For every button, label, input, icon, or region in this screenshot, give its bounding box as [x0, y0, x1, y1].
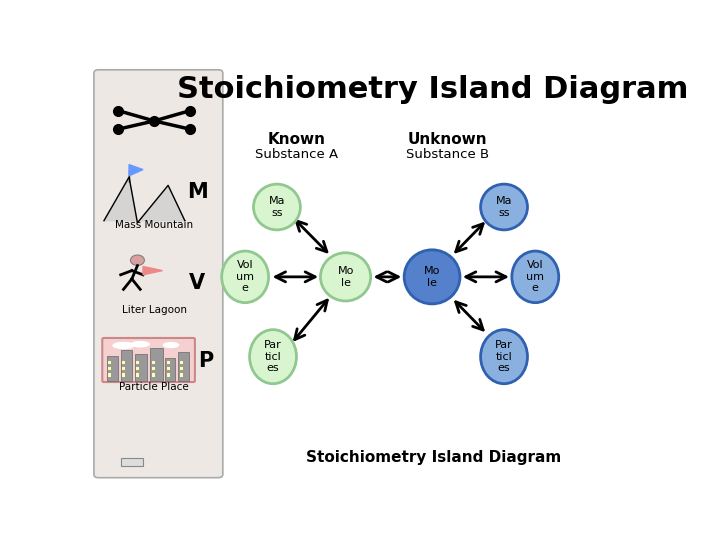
Bar: [122, 361, 125, 364]
Bar: [166, 358, 176, 381]
Bar: [109, 361, 111, 364]
Text: Unknown: Unknown: [408, 132, 487, 147]
Text: V: V: [189, 273, 205, 293]
Ellipse shape: [320, 253, 371, 301]
Bar: [152, 367, 155, 370]
Bar: [121, 458, 143, 466]
Bar: [180, 373, 183, 377]
Bar: [167, 361, 170, 364]
Bar: [152, 373, 155, 377]
Bar: [136, 367, 139, 370]
Ellipse shape: [222, 251, 269, 302]
Bar: [135, 354, 147, 381]
Ellipse shape: [250, 329, 297, 384]
Bar: [178, 352, 189, 381]
Bar: [136, 373, 139, 377]
Ellipse shape: [404, 250, 460, 304]
Text: Stoichiometry Island Diagram: Stoichiometry Island Diagram: [305, 450, 561, 465]
Ellipse shape: [481, 329, 528, 384]
Bar: [180, 367, 183, 370]
Ellipse shape: [253, 184, 300, 230]
Polygon shape: [104, 177, 185, 223]
Text: Par
ticl
es: Par ticl es: [264, 340, 282, 373]
Text: Stoichiometry Island Diagram: Stoichiometry Island Diagram: [178, 75, 689, 104]
Bar: [167, 367, 170, 370]
Bar: [136, 361, 139, 364]
Bar: [180, 361, 183, 364]
Text: Par
ticl
es: Par ticl es: [495, 340, 513, 373]
Text: Ma
ss: Ma ss: [269, 196, 285, 218]
FancyBboxPatch shape: [102, 338, 195, 382]
Bar: [150, 348, 163, 381]
Ellipse shape: [512, 251, 559, 302]
Polygon shape: [129, 165, 143, 176]
Bar: [167, 373, 170, 377]
Ellipse shape: [163, 342, 179, 348]
Text: Particle Place: Particle Place: [120, 382, 189, 392]
Bar: [109, 367, 111, 370]
Bar: [107, 356, 118, 381]
Polygon shape: [143, 266, 163, 275]
Text: Ma
ss: Ma ss: [496, 196, 513, 218]
Text: Vol
um
e: Vol um e: [526, 260, 544, 293]
Text: Substance B: Substance B: [405, 148, 489, 161]
Text: Substance A: Substance A: [255, 148, 338, 161]
Text: Liter Lagoon: Liter Lagoon: [122, 305, 186, 315]
Text: Mo
le: Mo le: [338, 266, 354, 288]
Ellipse shape: [130, 341, 150, 348]
Ellipse shape: [112, 342, 135, 349]
Text: M: M: [186, 183, 207, 202]
Bar: [152, 361, 155, 364]
Bar: [122, 367, 125, 370]
Bar: [122, 373, 125, 377]
Text: Mo
le: Mo le: [424, 266, 440, 288]
Ellipse shape: [130, 255, 145, 266]
Text: P: P: [199, 351, 214, 371]
Text: Known: Known: [267, 132, 325, 147]
FancyBboxPatch shape: [94, 70, 222, 478]
Text: Vol
um
e: Vol um e: [236, 260, 254, 293]
Ellipse shape: [481, 184, 528, 230]
Bar: [121, 349, 132, 381]
Bar: [109, 373, 111, 377]
Text: Mass Mountain: Mass Mountain: [115, 220, 193, 230]
